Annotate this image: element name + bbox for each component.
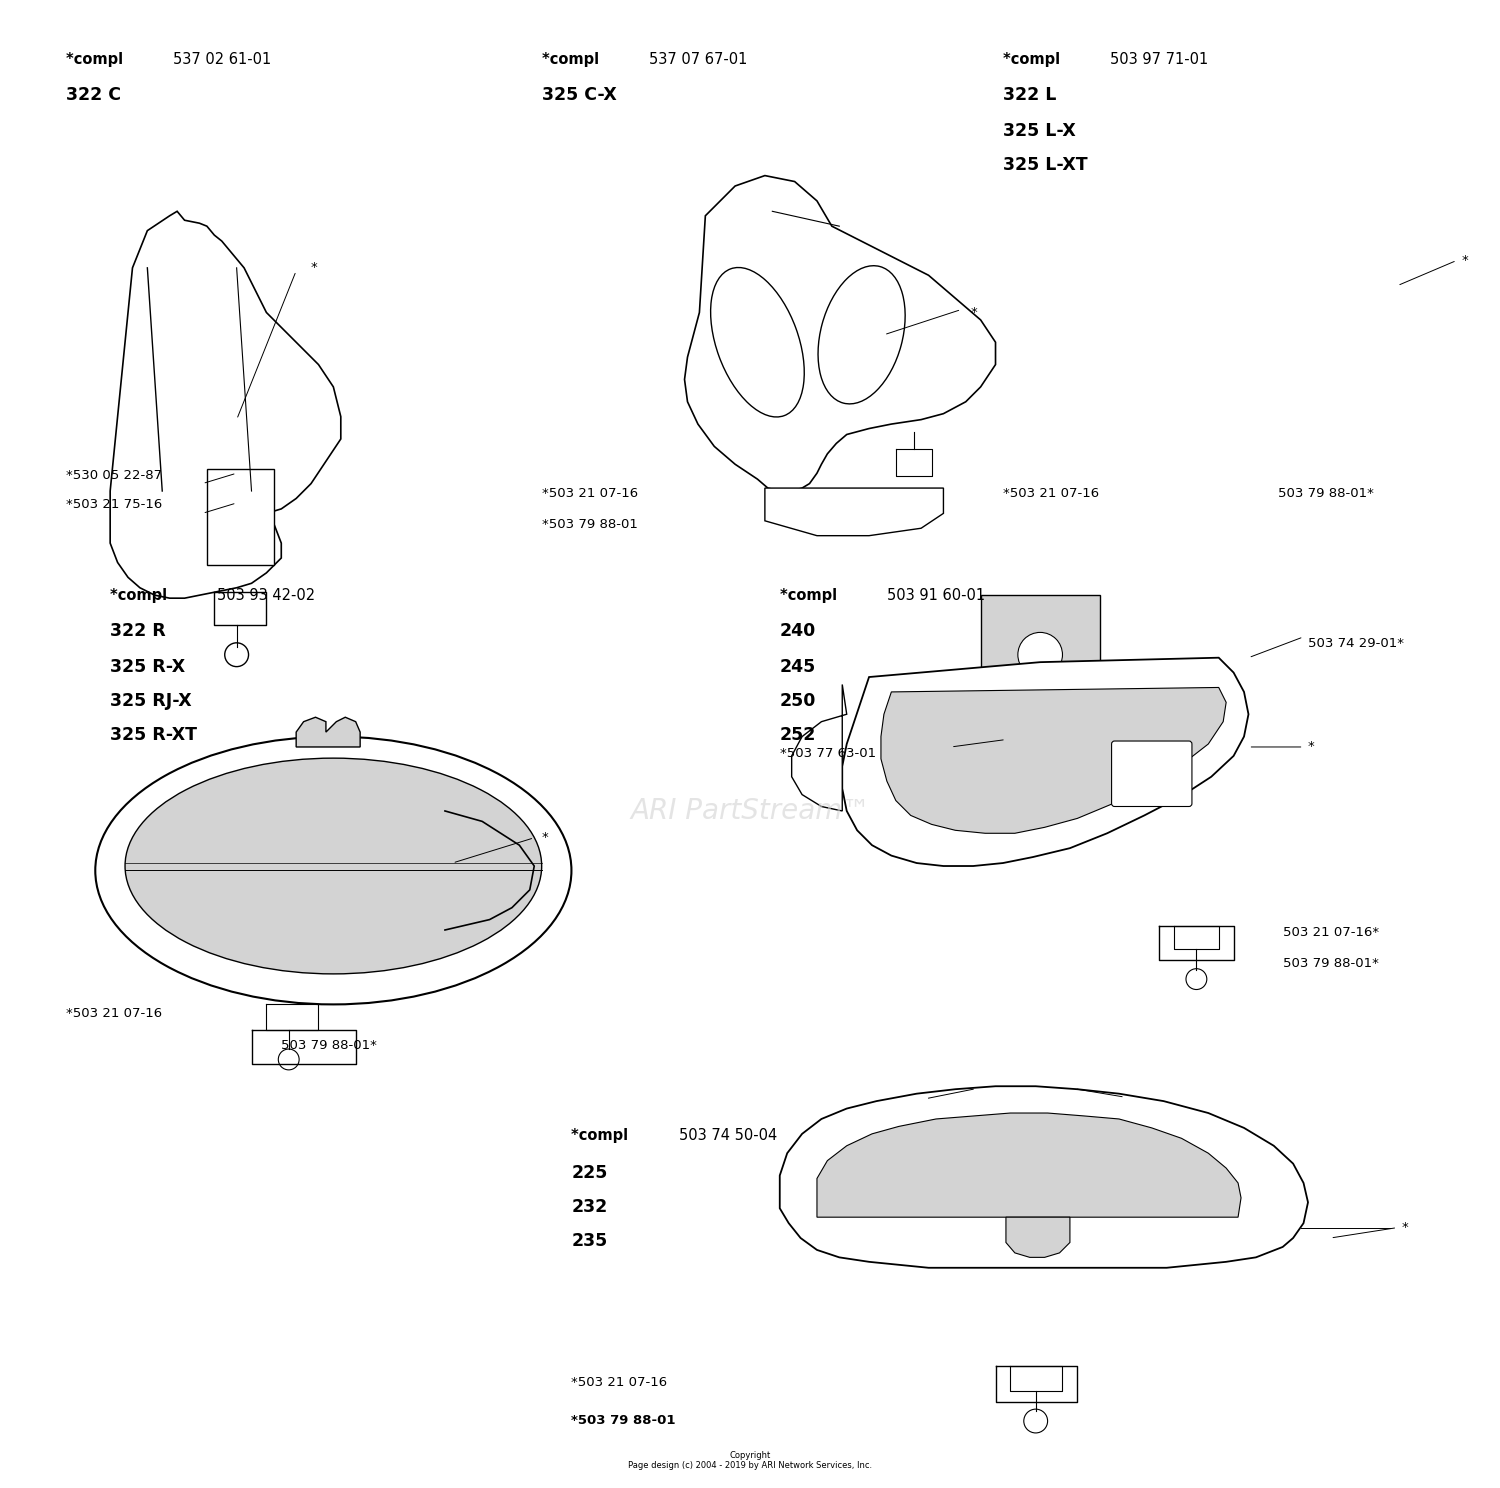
PathPatch shape	[684, 176, 996, 491]
PathPatch shape	[296, 717, 360, 747]
Ellipse shape	[124, 759, 542, 975]
Text: *503 21 07-16: *503 21 07-16	[66, 1007, 162, 1021]
Text: 252: 252	[780, 726, 816, 744]
Text: *: *	[1308, 741, 1314, 753]
Text: *: *	[970, 307, 976, 318]
Text: 503 97 71-01: 503 97 71-01	[1110, 52, 1209, 67]
Text: *503 79 88-01: *503 79 88-01	[542, 518, 638, 531]
Text: 503 93 42-02: 503 93 42-02	[217, 588, 315, 603]
Ellipse shape	[711, 268, 804, 417]
Text: 503 74 29-01*: 503 74 29-01*	[1308, 637, 1404, 650]
Text: 322 R: 322 R	[110, 622, 166, 640]
Text: 325 C-X: 325 C-X	[542, 86, 616, 104]
Text: *: *	[310, 262, 318, 274]
PathPatch shape	[110, 211, 340, 598]
Text: 325 RJ-X: 325 RJ-X	[110, 692, 192, 710]
Ellipse shape	[96, 737, 572, 1004]
Text: 322 L: 322 L	[1004, 86, 1056, 104]
Text: 325 L-XT: 325 L-XT	[1004, 156, 1088, 174]
Text: 503 79 88-01*: 503 79 88-01*	[1282, 957, 1378, 970]
Text: *503 21 75-16: *503 21 75-16	[66, 498, 162, 512]
Text: *compl: *compl	[66, 52, 128, 67]
Text: 537 02 61-01: 537 02 61-01	[172, 52, 272, 67]
Text: ARI PartStream™: ARI PartStream™	[630, 798, 870, 824]
Text: *530 05 22-87: *530 05 22-87	[66, 469, 162, 482]
Text: *503 79 88-01: *503 79 88-01	[572, 1414, 676, 1427]
Text: 225: 225	[572, 1164, 608, 1181]
Text: *compl: *compl	[780, 588, 842, 603]
Text: 240: 240	[780, 622, 816, 640]
Text: 245: 245	[780, 658, 816, 676]
Text: 235: 235	[572, 1232, 608, 1250]
Text: 322 C: 322 C	[66, 86, 120, 104]
PathPatch shape	[792, 684, 846, 811]
Text: 325 R-XT: 325 R-XT	[110, 726, 196, 744]
Text: *503 77 63-01: *503 77 63-01	[780, 747, 876, 760]
FancyBboxPatch shape	[1112, 741, 1192, 806]
Text: Copyright
Page design (c) 2004 - 2019 by ARI Network Services, Inc.: Copyright Page design (c) 2004 - 2019 by…	[628, 1451, 872, 1470]
PathPatch shape	[880, 687, 1226, 833]
PathPatch shape	[780, 1086, 1308, 1268]
FancyBboxPatch shape	[981, 595, 1100, 684]
PathPatch shape	[765, 488, 944, 536]
PathPatch shape	[818, 1113, 1240, 1217]
Text: *503 21 07-16: *503 21 07-16	[1004, 487, 1100, 500]
Text: *503 21 07-16: *503 21 07-16	[542, 487, 638, 500]
Text: *compl: *compl	[542, 52, 604, 67]
Text: *: *	[1461, 254, 1468, 266]
Text: *503 21 07-16: *503 21 07-16	[572, 1376, 668, 1390]
Text: 250: 250	[780, 692, 816, 710]
Text: 325 L-X: 325 L-X	[1004, 122, 1076, 140]
PathPatch shape	[843, 658, 1248, 866]
Text: 503 79 88-01*: 503 79 88-01*	[1278, 487, 1374, 500]
Text: *: *	[1401, 1222, 1408, 1234]
Text: *: *	[542, 832, 549, 844]
Text: 503 74 50-04: 503 74 50-04	[678, 1128, 777, 1143]
Text: 537 07 67-01: 537 07 67-01	[650, 52, 747, 67]
Circle shape	[1019, 632, 1062, 677]
PathPatch shape	[1007, 1217, 1070, 1257]
Ellipse shape	[818, 266, 904, 403]
Text: *compl: *compl	[110, 588, 172, 603]
Text: 325 R-X: 325 R-X	[110, 658, 186, 676]
Text: *compl: *compl	[572, 1128, 633, 1143]
Text: 232: 232	[572, 1198, 608, 1216]
Text: 503 21 07-16*: 503 21 07-16*	[1282, 926, 1378, 939]
Text: *compl: *compl	[1004, 52, 1065, 67]
Text: 503 79 88-01*: 503 79 88-01*	[282, 1039, 376, 1052]
FancyBboxPatch shape	[207, 469, 274, 565]
Text: 503 91 60-01: 503 91 60-01	[886, 588, 986, 603]
